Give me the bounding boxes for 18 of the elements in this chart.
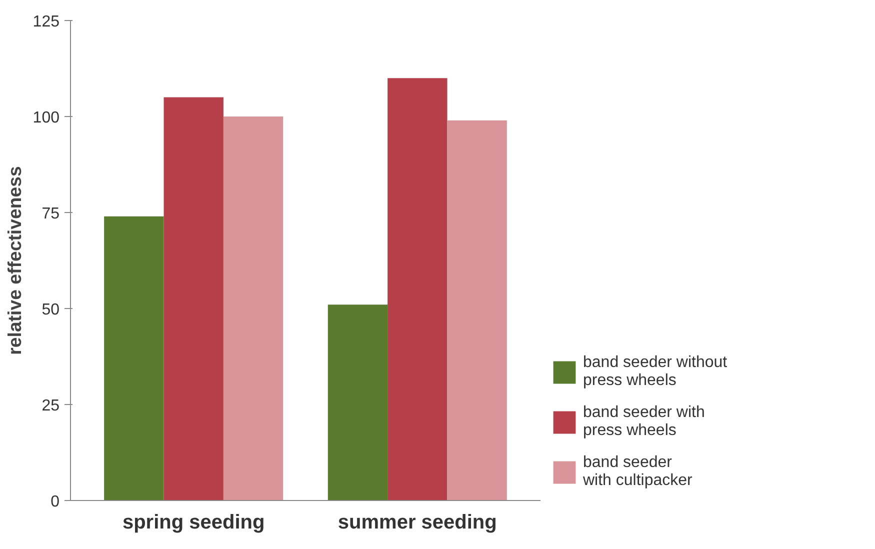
bar [388, 78, 448, 500]
x-tick-label: spring seeding [122, 512, 265, 534]
bar [223, 116, 284, 500]
x-tick-label: summer seeding [338, 512, 497, 534]
bar [447, 120, 507, 500]
y-tick-label: 50 [42, 302, 60, 318]
legend-label: band seeder with press wheels [583, 404, 705, 440]
y-tick-label: 75 [42, 206, 60, 222]
bar [328, 304, 388, 500]
y-tick-label: 125 [32, 14, 60, 30]
legend-label: band seeder with cultipacker [583, 454, 692, 490]
y-tick-label: 25 [42, 398, 60, 414]
legend-label: band seeder without press wheels [583, 354, 728, 390]
y-tick-label: 0 [50, 494, 60, 510]
y-axis-title: relative effectiveness [4, 166, 25, 355]
bar [104, 216, 164, 500]
y-tick-label: 100 [32, 110, 60, 126]
bar [164, 97, 224, 500]
